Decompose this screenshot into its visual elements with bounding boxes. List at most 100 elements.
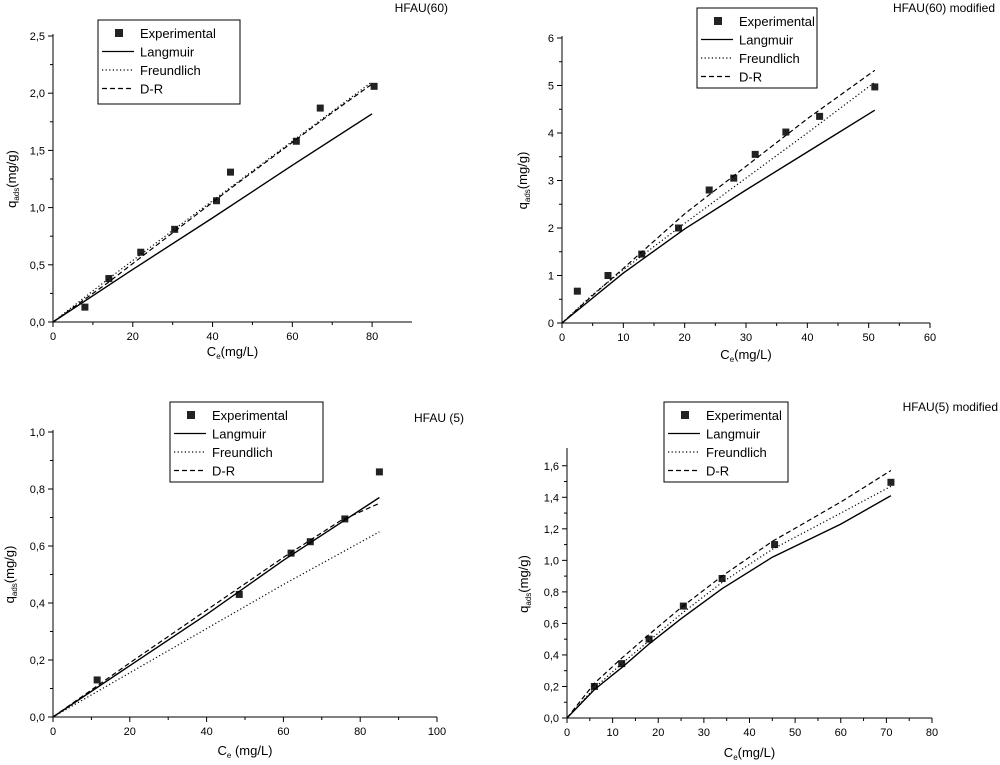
x-tick-label: 60 (924, 332, 936, 344)
legend-label: Experimental (739, 14, 815, 29)
x-tick-label: 40 (743, 727, 755, 739)
y-tick-label: 1,0 (544, 555, 559, 567)
x-axis-label: Ce(mg/L) (207, 344, 258, 361)
y-axis-label: qads(mg/g) (2, 546, 19, 604)
data-point-experimental (751, 150, 759, 158)
y-tick-label: 0,2 (544, 681, 559, 693)
series-line-langmuir (52, 496, 380, 718)
x-tick-label: 80 (354, 726, 366, 738)
data-point-experimental (292, 137, 300, 145)
x-tick-label: 0 (50, 331, 56, 343)
chart-panel-4: 0 10 20 30 40 50 60 70 80 0,0 0,2 0,4 0,6 0,8 1,0 1,2 1,… (516, 400, 998, 762)
y-tick-label: 0 (548, 318, 554, 330)
x-tick-label: 30 (698, 727, 710, 739)
series-line-d-r (52, 83, 373, 323)
legend-label: Freundlich (706, 445, 767, 460)
data-point-experimental (604, 272, 612, 279)
y-tick-label: 0,5 (30, 260, 45, 272)
legend-label: Experimental (140, 26, 216, 41)
data-point-experimental (171, 225, 179, 233)
y-tick-label: 6 (548, 33, 554, 45)
data-point-experimental (213, 197, 221, 205)
y-tick-label: 2 (548, 223, 554, 235)
series-line-langmuir (52, 113, 373, 323)
legend: Experimental Langmuir Freundlich D-R (97, 19, 241, 105)
chart-title: HFAU (5) (414, 411, 464, 425)
x-tick-label: 40 (801, 332, 813, 344)
x-tick-label: 0 (50, 726, 56, 738)
data-point-experimental (590, 682, 598, 690)
x-tick-label: 20 (124, 726, 136, 738)
x-axis-label: Ce(mg/L) (724, 745, 775, 762)
data-point-experimental (306, 538, 314, 546)
data-point-experimental (675, 224, 683, 232)
x-tick-label: 50 (789, 727, 801, 739)
data-point-experimental (645, 635, 653, 643)
legend-label: Freundlich (140, 63, 201, 78)
y-tick-label: 1,0 (30, 203, 45, 215)
y-tick-label: 0,6 (30, 541, 45, 553)
data-point-experimental (771, 541, 779, 549)
series-line-langmuir (566, 495, 892, 719)
data-point-experimental (105, 275, 113, 283)
series-line-freundlich (566, 485, 892, 719)
x-tick-label: 60 (277, 726, 289, 738)
x-tick-label: 20 (679, 332, 691, 344)
data-point-experimental (718, 574, 726, 582)
legend-label: Langmuir (706, 427, 761, 442)
y-tick-label: 1,5 (30, 145, 45, 157)
legend-marker-experimental (187, 411, 195, 419)
y-tick-label: 0,4 (30, 598, 45, 610)
chart-panel-3: 0 20 40 60 80 100 0,0 0,2 0,4 0,6 0,8 1,0 Ce (mg/L) q… (2, 401, 464, 760)
legend-marker-experimental (714, 17, 722, 25)
y-tick-label: 0,8 (544, 587, 559, 599)
y-tick-label: 1 (548, 271, 554, 283)
y-axis-label: qads(mg/g) (4, 150, 21, 208)
legend-label: Freundlich (212, 445, 273, 460)
legend-label: Experimental (212, 408, 288, 423)
legend-label: D-R (706, 464, 729, 479)
y-tick-label: 0,0 (544, 713, 559, 725)
x-tick-label: 10 (617, 332, 629, 344)
legend-label: Langmuir (212, 427, 267, 442)
series-line-freundlich (52, 81, 373, 323)
data-point-experimental (227, 168, 235, 176)
y-tick-label: 0,0 (30, 317, 45, 329)
y-tick-label: 2,0 (30, 88, 45, 100)
data-point-experimental (816, 112, 824, 120)
legend-marker-experimental (115, 29, 123, 37)
data-point-experimental (705, 186, 713, 194)
x-tick-label: 0 (559, 332, 565, 344)
data-point-experimental (370, 82, 378, 90)
x-tick-label: 10 (607, 727, 619, 739)
y-axis-label: qads(mg/g) (516, 555, 533, 613)
series-line-d-r (566, 469, 892, 719)
legend: Experimental Langmuir Freundlich D-R (169, 401, 324, 483)
y-tick-label: 1,2 (544, 524, 559, 536)
x-tick-label: 20 (652, 727, 664, 739)
legend: Experimental Langmuir Freundlich D-R (696, 7, 818, 89)
data-point-experimental (638, 250, 646, 258)
chart-title: HFAU(60) modified (893, 1, 995, 15)
legend-label: Freundlich (739, 51, 800, 66)
y-tick-label: 3 (548, 176, 554, 188)
y-tick-label: 5 (548, 81, 554, 93)
series-line-freundlich (52, 531, 380, 718)
x-tick-label: 70 (880, 727, 892, 739)
x-tick-label: 100 (428, 726, 446, 738)
data-point-experimental (316, 104, 324, 112)
legend-box (169, 401, 324, 483)
legend-label: Experimental (706, 408, 782, 423)
x-tick-label: 0 (564, 727, 570, 739)
y-tick-label: 0,2 (30, 655, 45, 667)
data-point-experimental (93, 676, 101, 684)
x-tick-label: 50 (863, 332, 875, 344)
legend-label: Langmuir (739, 33, 794, 48)
x-tick-label: 30 (740, 332, 752, 344)
y-tick-label: 0,6 (544, 618, 559, 630)
data-point-experimental (375, 468, 383, 476)
series-line-langmuir (561, 109, 876, 324)
x-axis-label: Ce (mg/L) (217, 743, 272, 760)
x-tick-label: 60 (835, 727, 847, 739)
series-line-d-r (52, 502, 380, 718)
